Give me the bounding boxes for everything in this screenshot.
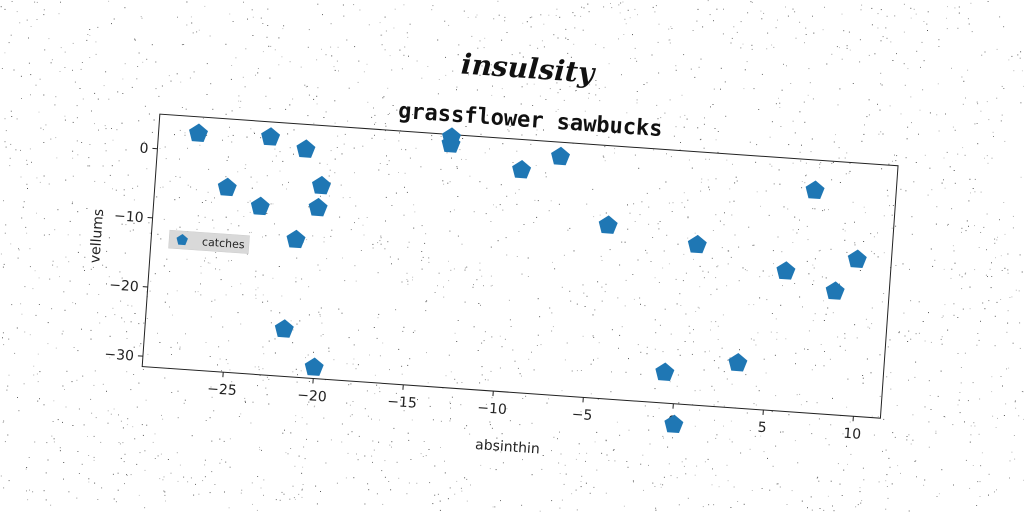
chart-title: grassflower sawbucks [397, 99, 663, 142]
data-point [664, 414, 684, 434]
y-tick-label: −30 [104, 346, 135, 364]
scatter-points [189, 123, 867, 434]
x-tick-label: −20 [297, 387, 328, 405]
data-point [312, 175, 331, 195]
data-point [274, 319, 294, 338]
data-point [598, 215, 618, 234]
legend-label: catches [202, 235, 246, 251]
x-axis-label: absinthin [475, 437, 541, 457]
x-tick-label: −15 [387, 394, 418, 412]
data-point [250, 196, 270, 216]
data-point [825, 281, 845, 300]
x-tick-label: −10 [477, 400, 508, 418]
x-tick-label: −25 [207, 381, 238, 399]
data-point [728, 353, 748, 372]
axes-frame [141, 113, 899, 419]
legend: catches [168, 229, 250, 254]
data-point [847, 249, 867, 268]
x-axis-ticks: −25−20−15−10−50510 [207, 372, 862, 443]
y-axis-ticks: 0 −10 −20 −30 [104, 140, 158, 365]
data-point [286, 229, 306, 249]
data-point [776, 261, 796, 280]
legend-marker-pentagon [176, 234, 188, 246]
data-point [805, 180, 825, 200]
data-point [217, 177, 237, 197]
y-axis-label: vellums [87, 208, 107, 263]
data-point [261, 127, 281, 146]
data-point [308, 197, 328, 217]
x-tick-label: 10 [843, 426, 862, 443]
data-point [687, 234, 707, 254]
plot-area-group: −25 −20 −15 −10 −5 0 5 10 0 −10 −20 −30 grassflowe… [87, 99, 899, 457]
x-tick-label: −5 [571, 407, 593, 424]
data-point [296, 139, 316, 158]
data-point [304, 357, 324, 376]
data-point [189, 123, 208, 143]
x-tick-label: 5 [757, 420, 767, 437]
y-tick-label: −20 [109, 277, 140, 295]
data-point [512, 160, 532, 179]
legend-box [168, 229, 250, 254]
data-point [441, 134, 461, 153]
y-tick-label: −10 [114, 208, 145, 226]
data-point [655, 362, 675, 381]
y-tick-label: 0 [139, 140, 149, 157]
data-point [551, 146, 571, 166]
